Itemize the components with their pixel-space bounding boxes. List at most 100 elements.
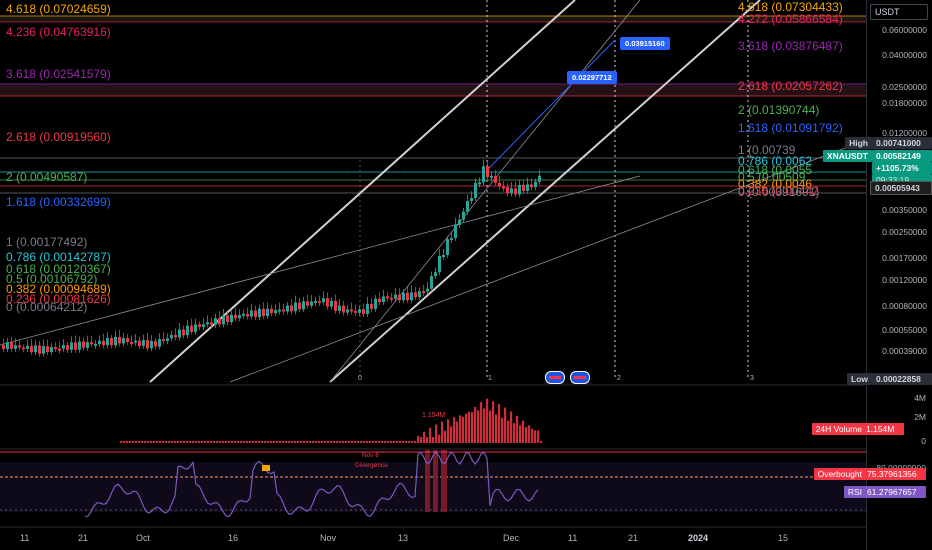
candle-body bbox=[106, 338, 109, 346]
volume-bar bbox=[486, 398, 489, 443]
volume-bar bbox=[444, 430, 447, 443]
volume-bar bbox=[252, 441, 255, 443]
candle-body bbox=[522, 184, 525, 191]
volume-bar bbox=[231, 441, 234, 443]
volume-bar bbox=[291, 441, 294, 443]
volume-bar bbox=[345, 441, 348, 443]
volume-bar bbox=[441, 421, 444, 443]
price-callout-upper[interactable]: 0.03915160 bbox=[620, 37, 670, 50]
volume-bar bbox=[138, 441, 141, 443]
overbought-value: 75.37961356 bbox=[863, 468, 926, 480]
volume-bar bbox=[429, 427, 432, 443]
volume-bar bbox=[195, 441, 198, 443]
candle-body bbox=[170, 334, 173, 339]
candle-body bbox=[506, 187, 509, 194]
volume-bar bbox=[249, 441, 252, 443]
candle-body bbox=[90, 342, 93, 345]
candle-body bbox=[374, 298, 377, 309]
fib-left-level-7: 0.786 (0.00142787) bbox=[6, 250, 111, 264]
volume-bar bbox=[177, 441, 180, 443]
volume-bar bbox=[348, 441, 351, 443]
fib-left-level-11: 0.236 (0.00081626) bbox=[6, 292, 111, 306]
volume-bar bbox=[279, 441, 282, 443]
volume-bar bbox=[468, 411, 471, 443]
time-axis-label: 2024 bbox=[688, 533, 709, 543]
volume-bar bbox=[282, 441, 285, 443]
candle-body bbox=[382, 296, 385, 302]
volume-bar bbox=[396, 441, 399, 443]
candle-body bbox=[446, 239, 449, 255]
candle-body bbox=[58, 348, 61, 351]
candle-body bbox=[98, 340, 101, 344]
volume-bar bbox=[297, 441, 300, 443]
candle-body bbox=[334, 301, 337, 311]
volume-bar bbox=[423, 431, 426, 443]
currency-selector[interactable]: USDT bbox=[870, 4, 928, 20]
volume-bar bbox=[210, 441, 213, 443]
candle-body bbox=[266, 308, 269, 316]
volume-bar bbox=[408, 441, 411, 443]
candle-body bbox=[210, 322, 213, 325]
event-flag-1[interactable] bbox=[545, 371, 565, 384]
volume-bar bbox=[327, 441, 330, 443]
candle-body bbox=[462, 211, 465, 220]
volume-bar bbox=[531, 428, 534, 443]
candle-body bbox=[370, 303, 373, 309]
change-percent: +1105.73% bbox=[872, 162, 932, 174]
volume-bar bbox=[366, 441, 369, 443]
fib-left-level-9: 0.5 (0.00106792) bbox=[6, 272, 98, 286]
candle-body bbox=[82, 341, 85, 348]
volume-bar bbox=[258, 441, 261, 443]
candle-body bbox=[190, 325, 193, 332]
volume-bar bbox=[150, 441, 153, 443]
fib-right-level-4: 2 (0.01390744) bbox=[738, 103, 820, 117]
volume-bar bbox=[510, 411, 513, 443]
candle-body bbox=[434, 272, 437, 277]
price-callout-lower[interactable]: 0.02297712 bbox=[567, 71, 617, 84]
price-tick: 0.04000000 bbox=[882, 50, 927, 60]
candle-body bbox=[314, 301, 317, 304]
candle-body bbox=[26, 345, 29, 349]
volume-bar bbox=[294, 441, 297, 443]
candle-body bbox=[70, 342, 73, 350]
volume-bar bbox=[330, 441, 333, 443]
volume-bar bbox=[378, 441, 381, 443]
rsi-annotation-nov: Nov 6 bbox=[362, 452, 379, 459]
volume-bar bbox=[153, 441, 156, 443]
candle-body bbox=[346, 309, 349, 313]
candle-body bbox=[474, 182, 477, 199]
candle-body bbox=[122, 338, 125, 344]
volume-bar bbox=[339, 441, 342, 443]
candle-body bbox=[318, 301, 321, 304]
volume-bar bbox=[243, 441, 246, 443]
volume-bar bbox=[435, 424, 438, 443]
fib-right-level-6: 1 (0.00739 bbox=[738, 143, 796, 157]
price-tick: 0.00055000 bbox=[882, 325, 927, 335]
channel-mark-1: 1 bbox=[488, 375, 492, 382]
time-axis-label: Oct bbox=[136, 533, 151, 543]
candle-body bbox=[406, 292, 409, 301]
volume-bar bbox=[438, 434, 441, 443]
volume-bar bbox=[540, 441, 543, 443]
candle-body bbox=[38, 345, 41, 354]
candle-body bbox=[262, 308, 265, 316]
candle-body bbox=[214, 318, 217, 325]
candle-body bbox=[478, 182, 481, 185]
time-axis-label: 11 bbox=[20, 533, 30, 543]
volume-bar bbox=[411, 441, 414, 443]
price-axis[interactable]: 0.06000000 0.04000000 0.02500000 0.01800000… bbox=[866, 0, 932, 550]
volume-bar bbox=[312, 441, 315, 443]
volume-bar bbox=[387, 441, 390, 443]
candle-body bbox=[274, 310, 277, 314]
candle-body bbox=[338, 305, 341, 311]
candle-body bbox=[6, 342, 9, 350]
volume-bar bbox=[513, 423, 516, 443]
candle-body bbox=[362, 309, 365, 315]
candle-body bbox=[490, 175, 493, 178]
event-flag-2[interactable] bbox=[570, 371, 590, 384]
fib-left-level-10: 0.382 (0.00094689) bbox=[6, 282, 111, 296]
volume-bar bbox=[276, 441, 279, 443]
candle-body bbox=[270, 308, 273, 314]
volume-bar bbox=[336, 441, 339, 443]
